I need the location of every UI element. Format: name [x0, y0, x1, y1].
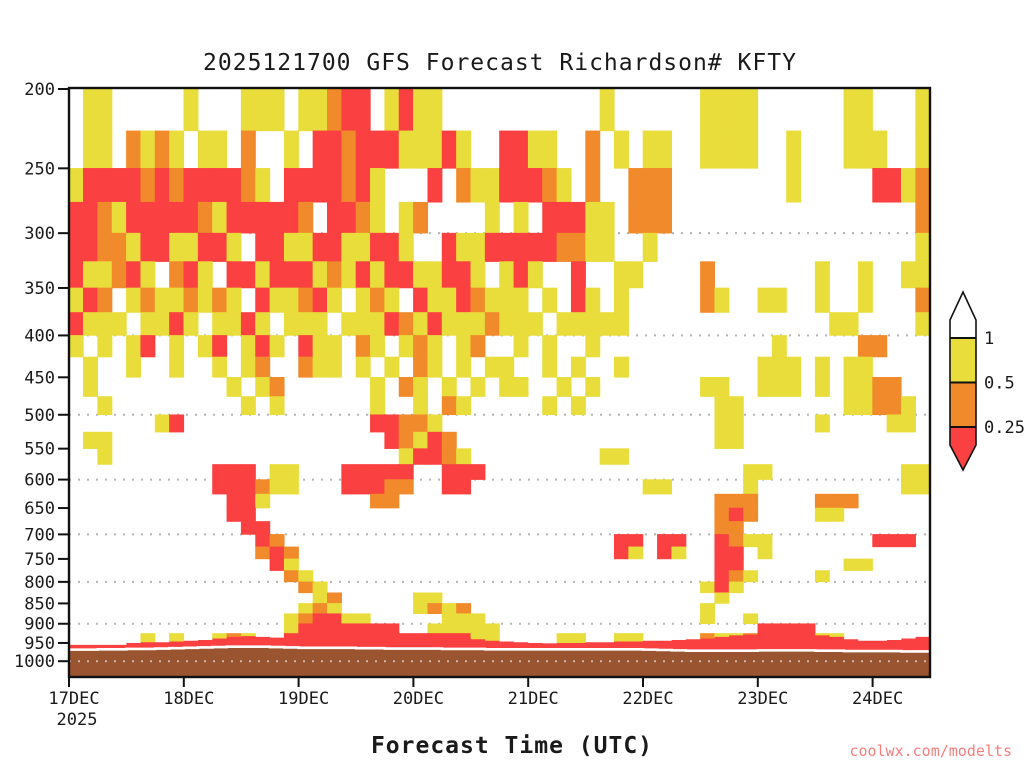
y-tick-label: 750 [24, 550, 55, 570]
x-tick-label: 22DEC [622, 689, 673, 709]
y-tick-label: 800 [24, 573, 55, 593]
y-tick-label: 250 [24, 159, 55, 179]
x-tick-label: 17DEC [48, 689, 99, 709]
x-tick-label: 18DEC [163, 689, 214, 709]
x-tick-label: 19DEC [278, 689, 329, 709]
heatmap-cells [68, 88, 931, 644]
y-tick-label: 700 [24, 525, 55, 545]
y-tick-label: 850 [24, 594, 55, 614]
y-tick-label: 350 [24, 279, 55, 299]
y-tick-label: 950 [24, 634, 55, 654]
y-tick-label: 200 [24, 80, 55, 100]
y-tick-label: 450 [24, 368, 55, 388]
colorbar-tick-label: 0.25 [984, 418, 1024, 438]
x-tick-label: 20DEC [393, 689, 444, 709]
x-tick-label: 21DEC [508, 689, 559, 709]
y-tick-label: 650 [24, 499, 55, 519]
colorbar-tick-label: 1 [984, 329, 994, 349]
axes: 200 250 300 350 400 450 500 550 600 650 700 750 8008… [14, 80, 932, 730]
y-tick-label: 400 [24, 326, 55, 346]
y-tick-label: 300 [24, 224, 55, 244]
y-tick-label: 500 [24, 406, 55, 426]
y-tick-label: 900 [24, 615, 55, 635]
colorbar-legend: 1 0.5 0.25 [949, 290, 1024, 472]
terrain [69, 645, 930, 677]
watermark: coolwx.com/modelts [849, 742, 1012, 760]
x-axis-title: Forecast Time (UTC) [370, 733, 654, 759]
colorbar-tick-label: 0.5 [984, 374, 1015, 394]
x-axis-year-label: 2025 [57, 710, 98, 730]
y-tick-label: 1000 [14, 652, 55, 672]
y-tick-label: 600 [24, 471, 55, 491]
y-tick-label: 550 [24, 440, 55, 460]
x-tick-label: 23DEC [737, 689, 788, 709]
x-tick-label: 24DEC [852, 689, 903, 709]
chart-title: 2025121700 GFS Forecast Richardson# KFTY [203, 50, 797, 76]
